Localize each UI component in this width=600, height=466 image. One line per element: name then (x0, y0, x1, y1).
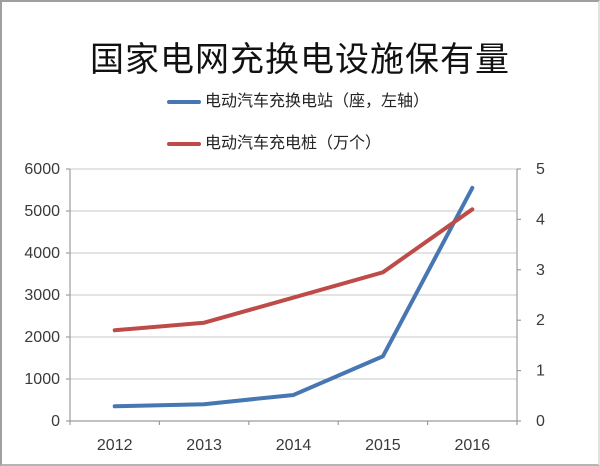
left-axis-tick-label: 3000 (24, 287, 60, 304)
x-axis-category-label: 2014 (276, 437, 312, 454)
right-axis-tick-label: 1 (536, 363, 545, 380)
legend-line-swatch-blue (167, 100, 201, 104)
series-line-charging-stations (112, 185, 475, 409)
right-axis-tick-label: 2 (536, 312, 545, 329)
chart-title: 国家电网充换电设施保有量 (90, 42, 510, 79)
left-axis-tick-label: 2000 (24, 329, 60, 346)
left-axis-tick-label: 4000 (24, 245, 60, 262)
x-axis-category-label: 2015 (365, 437, 401, 454)
legend-label-stations: 电动汽车充换电站（座，左轴） (205, 93, 430, 110)
x-axis-category-label: 2016 (455, 437, 491, 454)
right-axis-tick-label: 0 (536, 413, 545, 430)
legend-line-swatch-red (167, 142, 201, 146)
x-axis-category-label: 2012 (97, 437, 133, 454)
left-axis-tick-label: 0 (51, 413, 60, 430)
left-axis-tick-label: 5000 (24, 203, 60, 220)
legend-item-piles: 电动汽车充电桩（万个） (167, 134, 381, 154)
legend-item-stations: 电动汽车充换电站（座，左轴） (167, 92, 429, 112)
x-axis-category-label: 2013 (186, 437, 222, 454)
right-axis-tick-label: 4 (536, 211, 545, 228)
right-axis-tick-label: 5 (536, 161, 545, 178)
legend-label-piles: 电动汽车充电桩（万个） (205, 135, 382, 152)
left-axis-tick-label: 1000 (24, 371, 60, 388)
series-line-charging-piles (112, 207, 475, 333)
right-axis-tick-label: 3 (536, 262, 545, 279)
left-axis-tick-label: 6000 (24, 161, 60, 178)
